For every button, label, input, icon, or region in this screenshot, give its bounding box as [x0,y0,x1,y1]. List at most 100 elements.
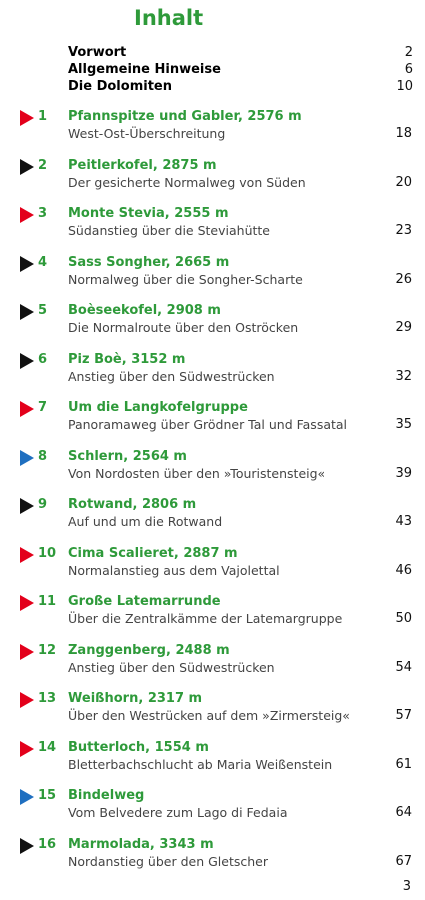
tour-number: 1 [38,109,48,124]
tour-entry[interactable]: 12 Zanggenberg, 2488 m Anstieg über den Sü… [0,642,425,691]
tour-number: 9 [38,497,48,512]
tour-page: 46 [395,562,412,578]
tour-entry[interactable]: 11 Große Latemarrunde Über die Zentralkämm… [0,593,425,642]
tour-number: 11 [38,594,57,609]
page-title: Inhalt [134,6,204,30]
tour-entry[interactable]: 8 Schlern, 2564 m Von Nordosten über den »… [0,448,425,497]
tour-subtitle: Panoramaweg über Grödner Tal und Fassata… [68,417,348,432]
front-matter-label: Vorwort [68,45,127,60]
tour-number: 12 [38,642,57,658]
tour-entry[interactable]: 3 Monte Stevia, 2555 m Südanstieg über die… [0,205,425,254]
front-matter-label: Die Dolomiten [68,79,172,94]
tour-entry[interactable]: 13 Weißhorn, 2317 m Über den Westrücken au… [0,690,425,739]
tour-name: Peitlerkofel, 2875 m [68,157,217,173]
front-matter-list: Vorwort 2 Allgemeine Hinweise 6 Die Dolo… [68,44,413,95]
tour-subtitle: Normalanstieg aus dem Vajolettal [68,562,280,578]
tour-page: 61 [395,756,412,772]
tour-page: 23 [395,223,412,238]
tour-name: Piz Boè, 3152 m [68,351,186,367]
triangle-marker-icon [20,158,34,175]
tour-subtitle: Normalweg über die Songher-Scharte [68,271,303,287]
tour-name: Sass Songher, 2665 m [68,254,230,270]
front-matter-item[interactable]: Die Dolomiten 10 [68,78,413,95]
tour-subtitle: Anstieg über den Südwestrücken [68,659,275,675]
tour-page: 54 [395,659,412,675]
tour-subtitle: West-Ost-Überschreitung [68,126,226,141]
tour-page: 26 [395,271,412,287]
tour-name: Butterloch, 1554 m [68,739,209,755]
tour-number: 14 [38,739,57,755]
triangle-marker-icon [20,498,34,514]
tour-entry[interactable]: 10 Cima Scalieret, 2887 m Normalanstieg au… [0,545,425,594]
tour-number: 13 [38,691,57,706]
tour-subtitle: Bletterbachschlucht ab Maria Weißenstein [68,756,333,772]
tour-subtitle: Über den Westrücken auf dem »Zirmersteig… [68,708,350,723]
tour-subtitle: Nordanstieg über den Gletscher [68,853,268,869]
tour-subtitle: Die Normalroute über den Oströcken [68,320,299,335]
tour-number: 2 [38,157,48,173]
tour-name: Monte Stevia, 2555 m [68,206,229,221]
triangle-marker-icon [20,449,34,466]
tour-entry[interactable]: 2 Peitlerkofel, 2875 m Der gesicherte Norm… [0,157,425,206]
front-matter-page: 6 [404,62,413,77]
triangle-marker-icon [20,789,34,805]
tour-name: Bindelweg [68,788,145,803]
tour-page: 39 [395,465,412,481]
front-matter-item[interactable]: Vorwort 2 [68,44,413,61]
triangle-marker-icon [20,837,34,854]
triangle-marker-icon [20,352,34,369]
tour-page: 43 [395,514,412,529]
front-matter-page: 2 [404,45,413,60]
tour-entry[interactable]: 6 Piz Boè, 3152 m Anstieg über den Südwest… [0,351,425,400]
tour-number: 8 [38,448,48,464]
tour-page: 35 [395,417,412,432]
tour-name: Um die Langkofelgruppe [68,400,248,415]
tour-subtitle: Von Nordosten über den »Touristensteig« [68,465,326,481]
triangle-marker-icon [20,692,34,708]
tour-name: Boèseekofel, 2908 m [68,303,221,318]
tour-name: Cima Scalieret, 2887 m [68,545,238,561]
tour-number: 3 [38,206,48,221]
tour-page: 29 [395,320,412,335]
tour-number: 15 [38,788,57,803]
tour-entry[interactable]: 7 Um die Langkofelgruppe Panoramaweg über … [0,399,425,448]
triangle-marker-icon [20,401,34,417]
tour-subtitle: Der gesicherte Normalweg von Süden [68,174,306,190]
tour-subtitle: Südanstieg über die Steviahütte [68,223,270,238]
tour-page: 64 [395,805,412,820]
tour-page: 50 [395,611,412,626]
tour-name: Schlern, 2564 m [68,448,187,464]
tour-name: Rotwand, 2806 m [68,497,197,512]
front-matter-item[interactable]: Allgemeine Hinweise 6 [68,61,413,78]
tour-name: Große Latemarrunde [68,594,221,609]
tour-subtitle: Auf und um die Rotwand [68,514,223,529]
triangle-marker-icon [20,740,34,757]
tour-number: 10 [38,545,57,561]
tour-subtitle: Anstieg über den Südwestrücken [68,368,275,384]
tour-entry[interactable]: 14 Butterloch, 1554 m Bletterbachschlucht … [0,739,425,788]
tour-name: Weißhorn, 2317 m [68,691,203,706]
tour-page: 20 [395,174,412,190]
triangle-marker-icon [20,304,34,320]
tour-name: Marmolada, 3343 m [68,836,214,852]
tour-number: 16 [38,836,57,852]
tour-entry[interactable]: 16 Marmolada, 3343 m Nordanstieg über den … [0,836,425,885]
tour-entry[interactable]: 9 Rotwand, 2806 m Auf und um die Rotwand 43 [0,496,425,545]
tour-page: 57 [395,708,412,723]
tour-entry[interactable]: 1 Pfannspitze und Gabler, 2576 m West-Ost-… [0,108,425,157]
triangle-marker-icon [20,110,34,126]
tour-entry[interactable]: 15 Bindelweg Vom Belvedere zum Lago di Fed… [0,787,425,836]
tour-page: 32 [395,368,412,384]
front-matter-label: Allgemeine Hinweise [68,62,221,77]
tour-number: 4 [38,254,48,270]
tour-subtitle: Über die Zentralkämme der Latemargruppe [68,611,343,626]
tour-name: Zanggenberg, 2488 m [68,642,230,658]
tour-subtitle: Vom Belvedere zum Lago di Fedaia [68,805,288,820]
tour-page: 67 [395,853,412,869]
tour-entry[interactable]: 4 Sass Songher, 2665 m Normalweg über die … [0,254,425,303]
tour-number: 6 [38,351,48,367]
triangle-marker-icon [20,207,34,223]
tour-entry[interactable]: 5 Boèseekofel, 2908 m Die Normalroute über… [0,302,425,351]
tour-page: 18 [395,126,412,141]
triangle-marker-icon [20,255,34,272]
